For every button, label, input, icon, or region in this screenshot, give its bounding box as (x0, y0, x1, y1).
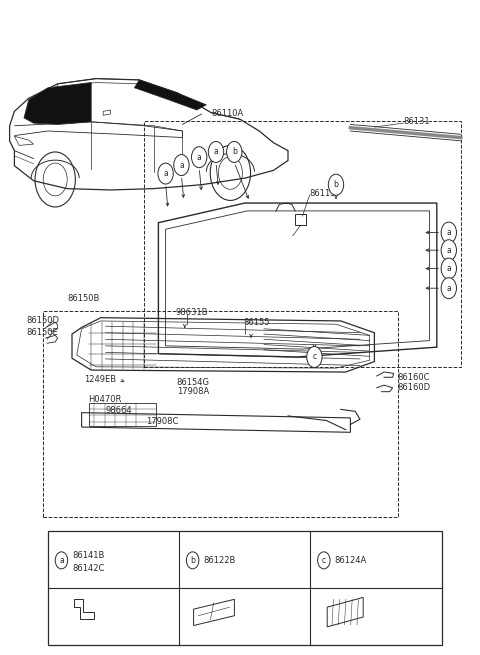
Circle shape (55, 552, 68, 569)
Text: 86150B: 86150B (67, 293, 99, 303)
Text: 98631B: 98631B (175, 308, 208, 317)
Bar (144, 121, 461, 367)
Circle shape (441, 258, 456, 279)
Text: 86154G: 86154G (177, 378, 210, 387)
Circle shape (441, 278, 456, 299)
Bar (295, 214, 306, 225)
Text: 1249EB: 1249EB (84, 375, 116, 384)
Text: 86124A: 86124A (335, 556, 367, 565)
Text: c: c (312, 352, 316, 362)
Text: 86131: 86131 (403, 117, 430, 126)
Text: 86150D: 86150D (26, 316, 60, 326)
Text: b: b (190, 556, 195, 565)
Text: 86142C: 86142C (72, 564, 104, 572)
Circle shape (441, 240, 456, 261)
Text: 86122B: 86122B (203, 556, 236, 565)
Circle shape (307, 346, 322, 367)
Circle shape (174, 155, 189, 176)
Text: 86150E: 86150E (26, 328, 58, 337)
Text: 86141B: 86141B (72, 551, 104, 559)
Text: H0470R: H0470R (88, 395, 121, 404)
Polygon shape (134, 80, 206, 110)
Text: a: a (446, 264, 451, 273)
Text: 86160C: 86160C (397, 373, 430, 382)
Text: 86160D: 86160D (397, 383, 431, 392)
Text: 17908A: 17908A (177, 386, 209, 396)
Polygon shape (24, 83, 91, 124)
Bar (43, 311, 398, 517)
Text: 17908C: 17908C (146, 417, 179, 426)
Circle shape (328, 174, 344, 195)
Text: a: a (214, 147, 218, 157)
Text: 86110A: 86110A (211, 109, 243, 119)
Text: a: a (446, 246, 451, 255)
Circle shape (192, 147, 207, 168)
Circle shape (318, 552, 330, 569)
Bar (89, 403, 156, 426)
Text: a: a (59, 556, 64, 565)
Text: b: b (334, 180, 338, 189)
Text: a: a (446, 284, 451, 293)
Circle shape (441, 222, 456, 243)
Text: b: b (232, 147, 237, 157)
Circle shape (227, 141, 242, 162)
Text: a: a (163, 169, 168, 178)
Circle shape (158, 163, 173, 184)
Text: 86155: 86155 (244, 318, 270, 328)
Bar (48, 531, 442, 645)
Circle shape (208, 141, 224, 162)
Circle shape (186, 552, 199, 569)
Text: 98664: 98664 (106, 405, 132, 415)
Text: a: a (446, 228, 451, 237)
Text: a: a (197, 153, 202, 162)
Text: 86115: 86115 (310, 189, 336, 198)
Text: c: c (322, 556, 326, 565)
Text: a: a (179, 160, 184, 170)
